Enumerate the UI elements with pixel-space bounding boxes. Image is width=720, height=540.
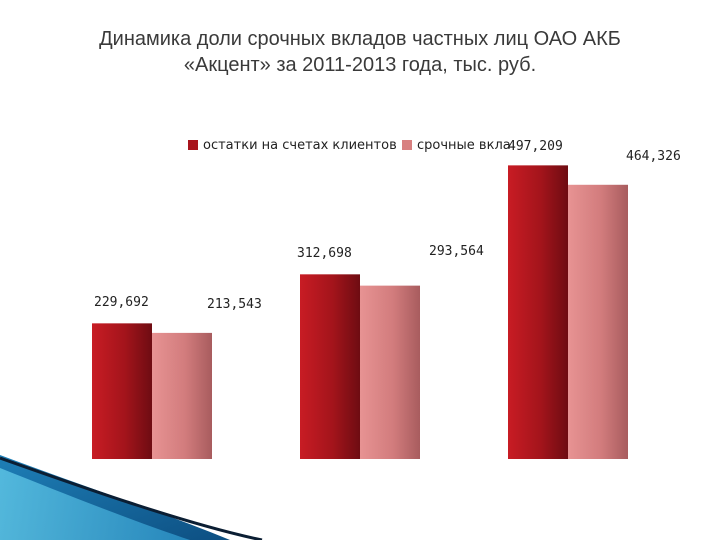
legend-swatch-series-1 xyxy=(188,140,198,150)
bar-series-2-category-2 xyxy=(360,285,420,459)
data-label-series-1-category-1: 229,692 xyxy=(94,295,149,310)
legend-label-series-2: срочные вкла xyxy=(417,138,511,153)
data-label-series-2-category-2: 293,564 xyxy=(429,244,484,259)
data-label-series-2-category-3: 464,326 xyxy=(626,149,681,164)
legend-swatch-series-2 xyxy=(402,140,412,150)
bar-group xyxy=(92,165,628,460)
data-label-series-1-category-2: 312,698 xyxy=(297,246,352,261)
chart-title: Динамика доли срочных вкладов частных ли… xyxy=(0,26,720,78)
chart-title-line-1: Динамика доли срочных вкладов частных ли… xyxy=(99,28,621,50)
bar-series-2-category-3 xyxy=(568,184,628,459)
data-label-series-1-category-3: 497,209 xyxy=(508,139,563,154)
slide-corner-decoration xyxy=(0,455,263,540)
data-label-group: 229,692 213,543 312,698 293,564 497,209 464,3… xyxy=(94,139,681,312)
bar-series-1-category-3 xyxy=(508,165,568,460)
legend: остатки на счетах клиентов срочные вкла xyxy=(188,138,511,153)
legend-label-series-1: остатки на счетах клиентов xyxy=(203,138,397,153)
chart-title-line-2: «Акцент» за 2011-2013 года, тыс. руб. xyxy=(183,54,537,76)
data-label-series-2-category-1: 213,543 xyxy=(207,297,262,312)
bar-series-2-category-1 xyxy=(152,332,212,459)
bar-series-1-category-1 xyxy=(92,323,152,459)
bar-series-1-category-2 xyxy=(300,274,360,459)
